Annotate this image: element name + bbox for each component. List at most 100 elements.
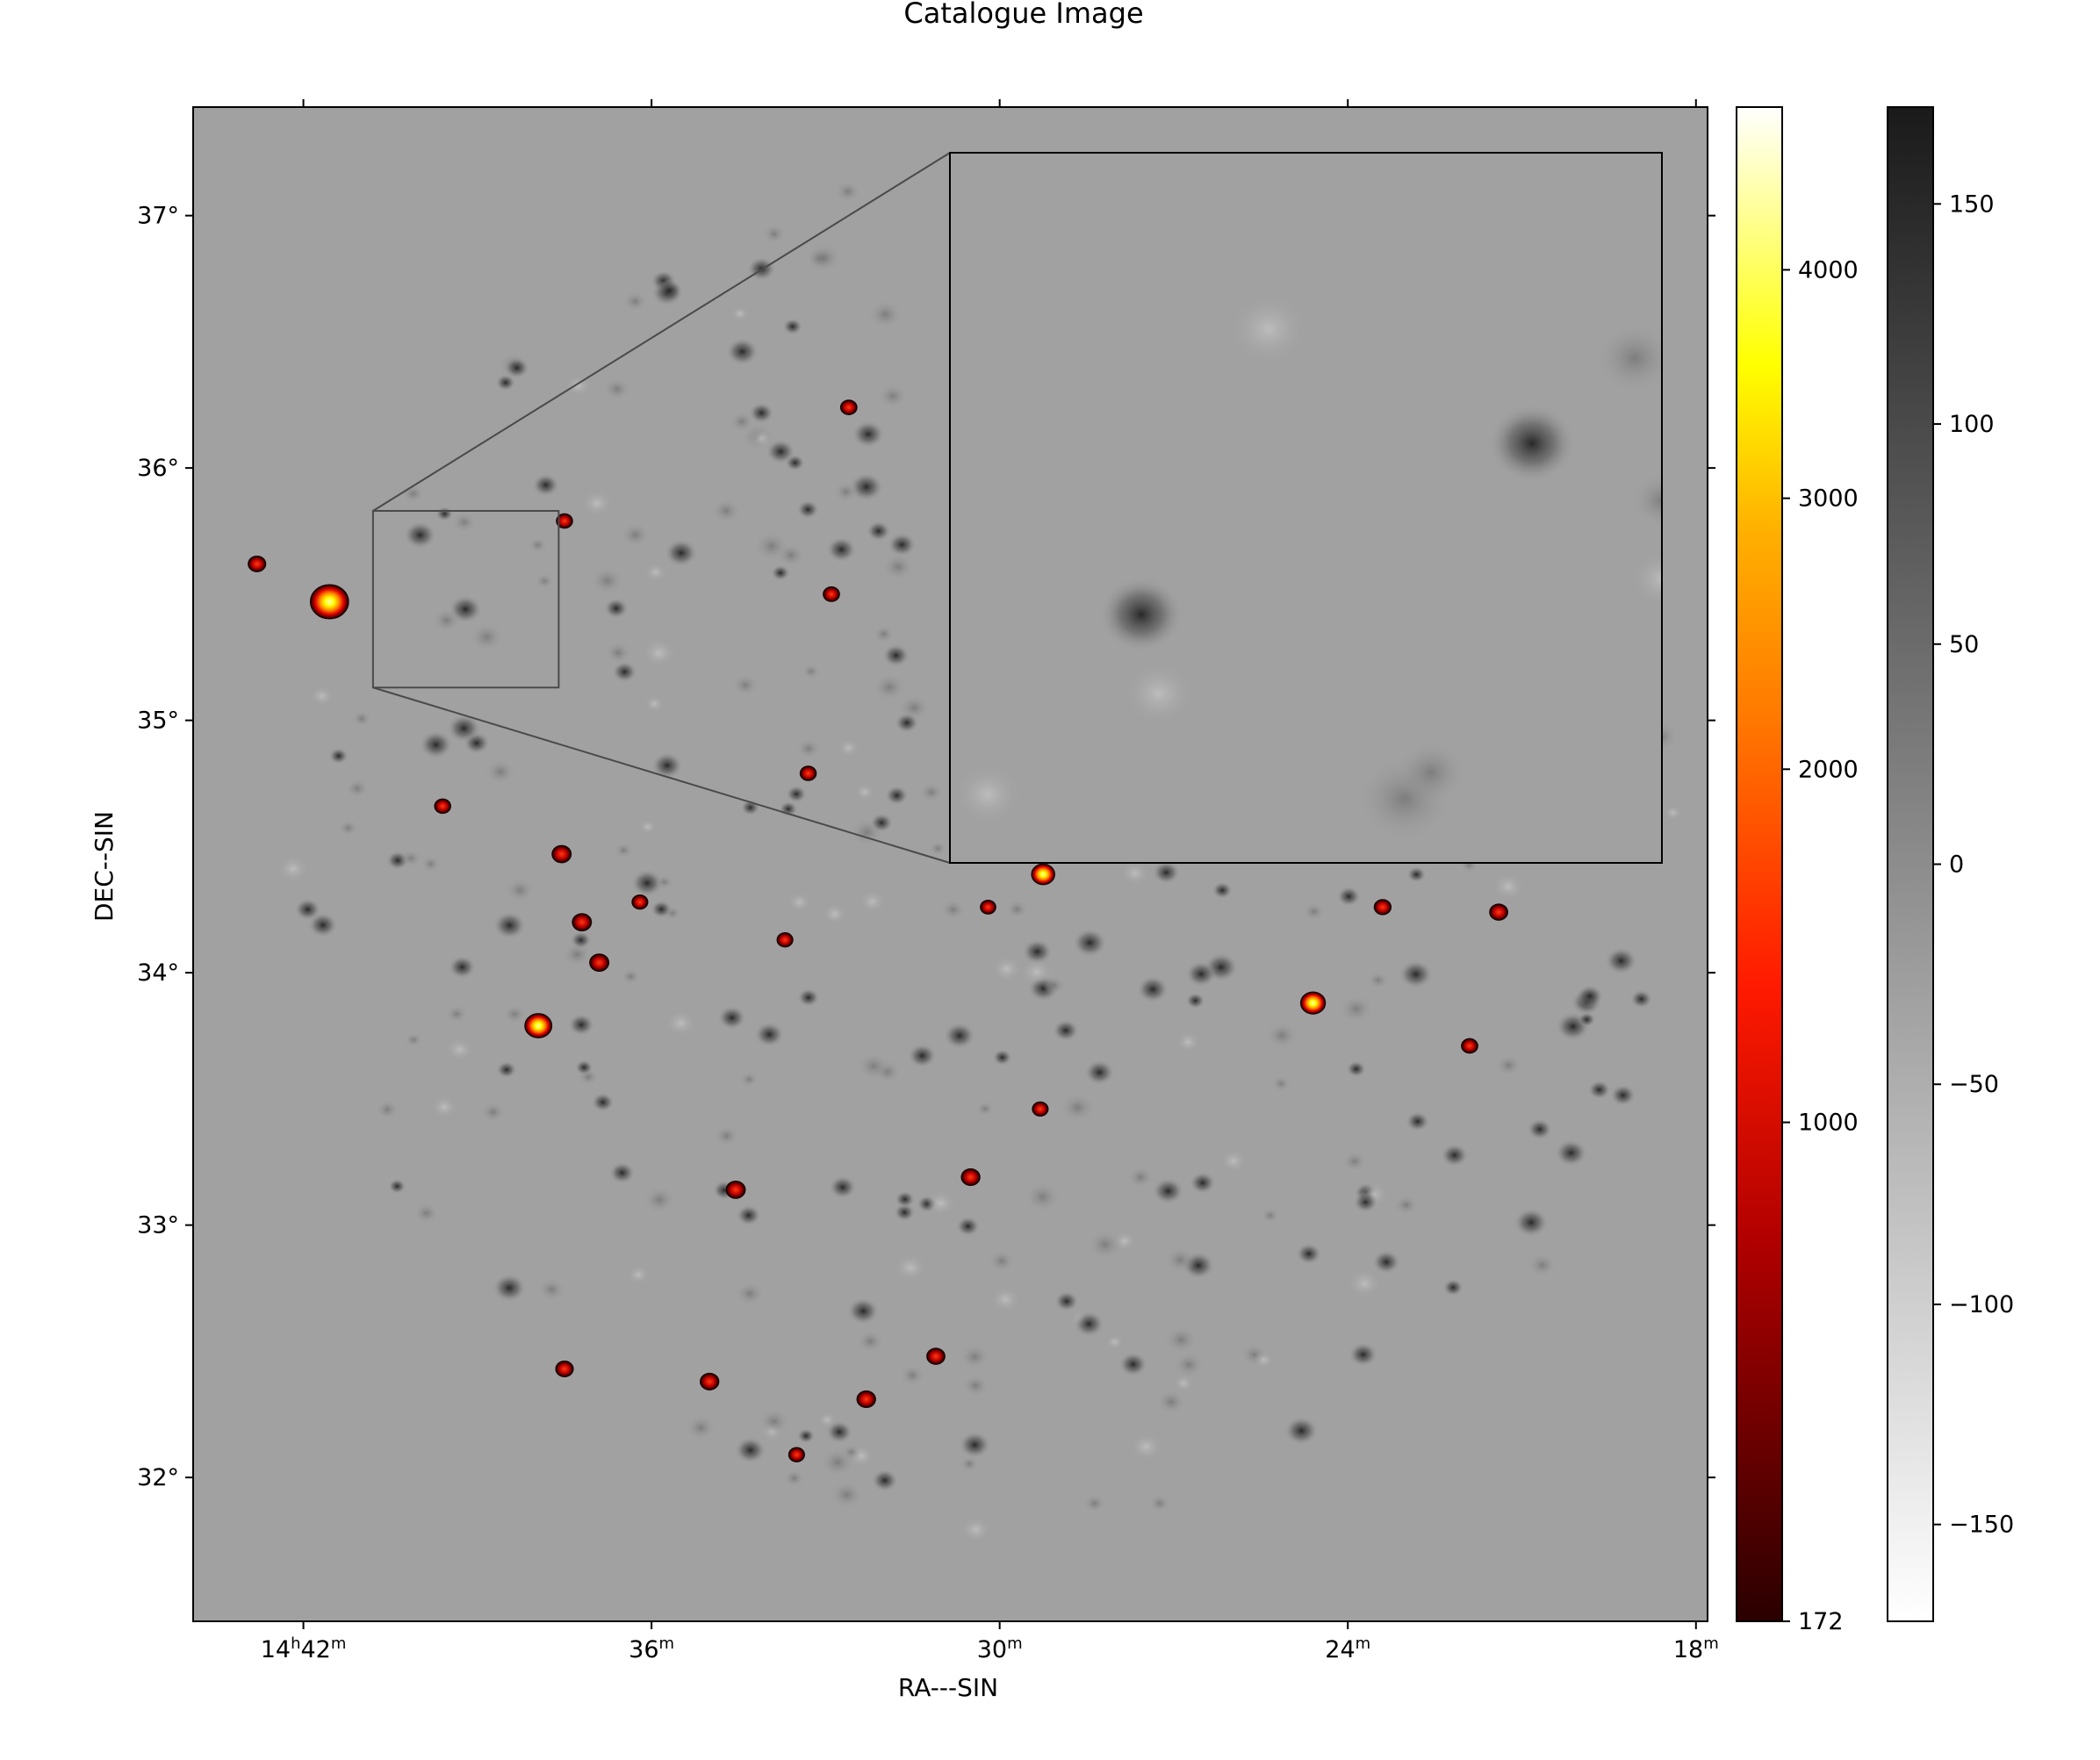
faint-source [627, 1265, 651, 1284]
faint-source [621, 522, 651, 548]
faint-source [1261, 1207, 1280, 1224]
faint-source [1393, 1195, 1419, 1216]
faint-source [762, 224, 787, 244]
faint-source [736, 1204, 761, 1226]
faint-source [605, 641, 632, 664]
bright-source [799, 765, 817, 781]
faint-source [802, 663, 821, 679]
faint-source [1664, 805, 1682, 821]
faint-source [1082, 1493, 1106, 1513]
faint-source [1118, 1352, 1148, 1377]
faint-source [1587, 1080, 1611, 1100]
faint-source [959, 1431, 991, 1459]
faint-source [1528, 1253, 1557, 1277]
bright-source [839, 399, 858, 415]
faint-source [1372, 1250, 1401, 1275]
faint-source [1164, 1325, 1197, 1354]
bright-source [725, 1181, 746, 1199]
faint-source [665, 1009, 697, 1037]
faint-source [929, 840, 947, 857]
faint-source [748, 402, 774, 424]
faint-source [435, 506, 454, 521]
faint-source [1266, 1022, 1298, 1049]
faint-source [307, 912, 338, 938]
faint-source [614, 842, 633, 858]
faint-source [1348, 1342, 1378, 1368]
faint-source [787, 892, 811, 913]
faint-source [1339, 995, 1373, 1024]
faint-source [838, 738, 859, 758]
faint-source [754, 1021, 785, 1048]
faint-source [1336, 886, 1362, 907]
y-tick-label: 35° [137, 708, 179, 735]
faint-source [962, 1374, 989, 1397]
faint-source [739, 1071, 759, 1088]
faint-source [419, 730, 453, 759]
faint-source [873, 625, 895, 643]
faint-source [504, 357, 530, 379]
faint-source [1399, 959, 1434, 989]
faint-source [621, 968, 641, 985]
faint-source [725, 337, 759, 366]
faint-source [871, 1469, 899, 1492]
faint-source [1346, 1060, 1367, 1078]
bright-source [631, 894, 649, 910]
faint-source [1492, 873, 1525, 901]
faint-source [1072, 928, 1108, 958]
faint-source [496, 1060, 517, 1079]
faint-source [1609, 1084, 1636, 1107]
bright-source [551, 844, 572, 864]
faint-source [796, 499, 820, 520]
colorbar-flux-gradient [1736, 106, 1783, 1622]
faint-source [873, 673, 906, 701]
faint-source [644, 563, 667, 582]
faint-source [651, 751, 683, 779]
faint-source [622, 291, 648, 312]
faint-source [1576, 984, 1604, 1008]
faint-source [796, 737, 821, 759]
faint-source [1156, 1390, 1186, 1415]
faint-source [785, 454, 805, 471]
faint-source [664, 538, 698, 568]
faint-source [1136, 975, 1169, 1003]
faint-source [955, 1216, 981, 1237]
faint-source [834, 180, 861, 203]
faint-source [1514, 1207, 1549, 1238]
colorbar-tick-label: 150 [1949, 190, 1995, 218]
faint-source [480, 1102, 506, 1123]
faint-source [990, 1286, 1021, 1312]
faint-source [960, 1344, 990, 1369]
faint-source [388, 1178, 406, 1195]
faint-source [1174, 1352, 1204, 1377]
faint-source [345, 779, 370, 799]
faint-source [1084, 1060, 1115, 1086]
faint-source [445, 1038, 474, 1061]
faint-source [759, 1408, 790, 1435]
bright-source [524, 1013, 553, 1038]
faint-source [1176, 1031, 1201, 1052]
colorbar-residual-ticks: 150 100 50 0 −50 −100 −150 [1933, 190, 2014, 1539]
faint-source [493, 911, 527, 940]
faint-source [833, 481, 859, 503]
faint-source [404, 1031, 423, 1048]
faint-source [1189, 1171, 1216, 1195]
faint-source [846, 1297, 880, 1325]
faint-source [1406, 866, 1427, 883]
inset-faint-source [954, 764, 1021, 825]
colorbar-tick-label: 100 [1949, 411, 1995, 438]
bright-source [556, 513, 573, 529]
faint-source [1629, 989, 1653, 1009]
faint-source [1406, 1111, 1430, 1132]
faint-source [960, 1455, 979, 1472]
faint-source [771, 564, 790, 581]
faint-source [590, 566, 624, 595]
faint-source [1212, 881, 1233, 900]
faint-source [881, 643, 910, 667]
faint-source [1368, 971, 1389, 989]
faint-source [717, 1005, 747, 1031]
faint-source [894, 1203, 916, 1222]
faint-source [711, 498, 742, 524]
faint-source [854, 783, 875, 801]
faint-source [1005, 899, 1029, 919]
inset-faint-source [1488, 404, 1576, 483]
